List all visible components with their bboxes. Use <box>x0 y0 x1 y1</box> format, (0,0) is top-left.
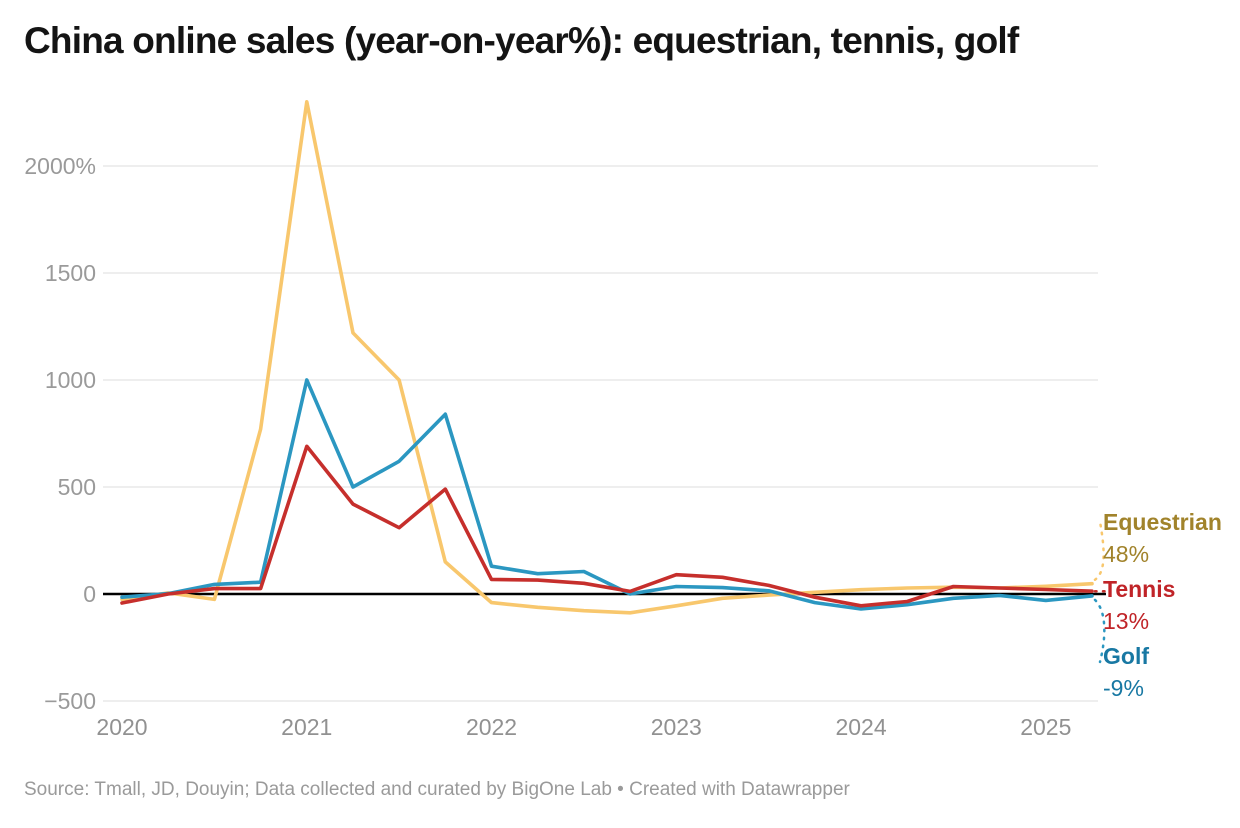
series-line-tennis <box>120 444 1094 608</box>
x-tick-label: 2025 <box>1020 714 1071 740</box>
source-attribution: Source: Tmall, JD, Douyin; Data collecte… <box>24 779 850 800</box>
x-tick-label: 2023 <box>651 714 702 740</box>
legend-value-golf: -9% <box>1103 675 1144 701</box>
page-title: China online sales (year-on-year%): eque… <box>24 20 1019 61</box>
legend-item-equestrian: Equestrian 48% <box>1103 506 1222 570</box>
y-tick-label: 2000% <box>24 153 96 179</box>
series-line-equestrian <box>120 99 1094 615</box>
x-tick-label: 2022 <box>466 714 517 740</box>
legend-label-equestrian: Equestrian <box>1103 509 1222 535</box>
x-tick-label: 2020 <box>96 714 147 740</box>
y-tick-label: −500 <box>44 688 96 714</box>
legend-value-tennis: 13% <box>1103 608 1150 634</box>
y-tick-label: 500 <box>58 474 96 500</box>
x-tick-label: 2024 <box>835 714 886 740</box>
legend-label-tennis: Tennis <box>1103 576 1176 602</box>
y-tick-label: 1500 <box>45 260 96 286</box>
legend-connector-golf <box>1093 598 1106 664</box>
y-tick-label: 0 <box>83 581 96 607</box>
legend-value-equestrian: 48% <box>1103 541 1150 567</box>
legend-item-tennis: Tennis 13% <box>1103 573 1175 637</box>
y-tick-label: 1000 <box>45 367 96 393</box>
legend-connector-equestrian <box>1093 520 1105 581</box>
legend-label-golf: Golf <box>1103 643 1149 669</box>
series-line-golf <box>120 378 1094 611</box>
x-tick-label: 2021 <box>281 714 332 740</box>
legend-item-golf: Golf -9% <box>1103 640 1149 704</box>
